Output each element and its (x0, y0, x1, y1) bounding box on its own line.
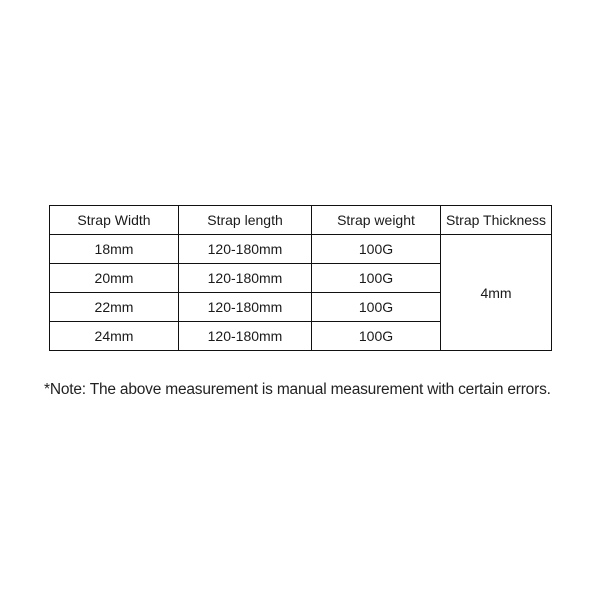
cell-length: 120-180mm (178, 234, 312, 264)
table-row: 22mm 120-180mm 100G (49, 292, 552, 322)
cell-thickness: 4mm (440, 234, 552, 351)
cell-length: 120-180mm (178, 321, 312, 351)
cell-width: 20mm (49, 263, 179, 293)
strap-spec-table: Strap Width Strap length Strap weight St… (49, 205, 552, 351)
table-row: 18mm 120-180mm 100G 4mm (49, 234, 552, 351)
header-row: Strap Width Strap length Strap weight St… (49, 205, 552, 235)
cell-weight: 100G (311, 263, 441, 293)
header-strap-weight: Strap weight (311, 205, 441, 235)
cell-width: 24mm (49, 321, 179, 351)
cell-length: 120-180mm (178, 292, 312, 322)
table-row: 24mm 120-180mm 100G (49, 321, 552, 351)
cell-weight: 100G (311, 292, 441, 322)
cell-width: 18mm (49, 234, 179, 264)
cell-weight: 100G (311, 321, 441, 351)
measurement-note: *Note: The above measurement is manual m… (44, 381, 551, 398)
header-strap-length: Strap length (178, 205, 312, 235)
cell-weight: 100G (311, 234, 441, 264)
table-row: 20mm 120-180mm 100G (49, 263, 552, 293)
cell-length: 120-180mm (178, 263, 312, 293)
header-strap-width: Strap Width (49, 205, 179, 235)
cell-width: 22mm (49, 292, 179, 322)
header-strap-thickness: Strap Thickness (440, 205, 552, 235)
